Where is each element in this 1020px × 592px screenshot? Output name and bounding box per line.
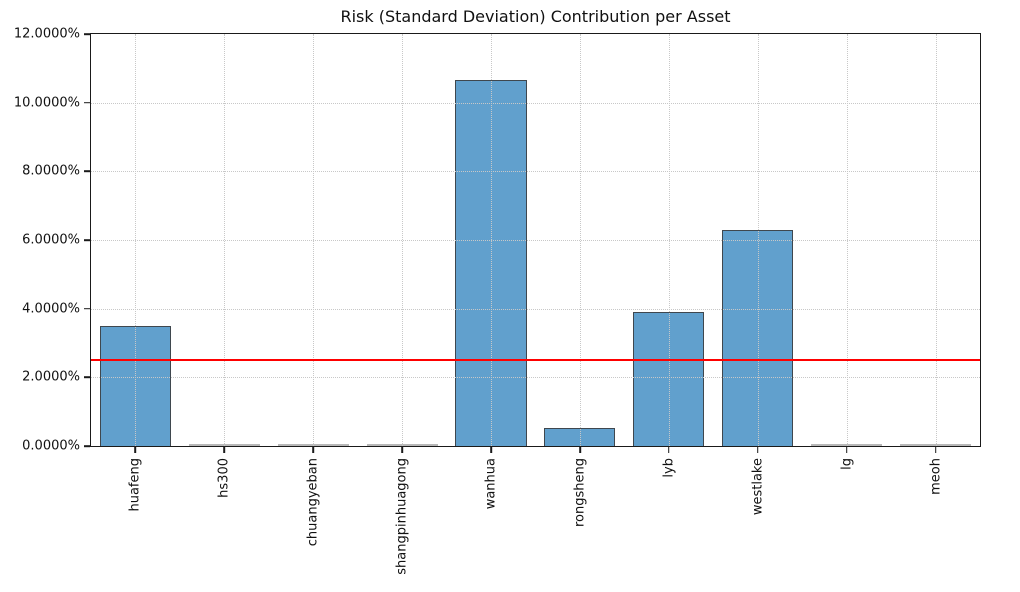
x-tick-meoh <box>934 447 937 453</box>
plot-canvas: huafeng hs300 chuangyeban shangpinhuagong wa… <box>14 27 980 575</box>
bar-chuangyeban <box>277 444 349 446</box>
y-tick-label-10: 10.0000% <box>13 95 80 111</box>
x-tick-huafeng <box>134 447 137 453</box>
horizontal-gridline-2 <box>91 377 980 379</box>
x-tick-hs300 <box>223 447 226 453</box>
bar-hs300 <box>188 444 260 446</box>
horizontal-gridline-10 <box>91 102 980 104</box>
x-tick-wanhua <box>490 447 492 453</box>
x-tick-westlake <box>756 447 759 453</box>
x-tick-label-wanhua: wanhua <box>483 458 499 510</box>
bar-lg <box>811 444 883 446</box>
x-tick-label-rongsheng: rongsheng <box>572 458 588 528</box>
y-tick-6 <box>84 239 90 241</box>
horizontal-gridline-6 <box>91 240 980 241</box>
x-tick-label-lg: lg <box>839 458 855 470</box>
y-tick-2 <box>84 376 90 379</box>
y-tick-4 <box>84 307 90 310</box>
y-tick-label-6: 6.0000% <box>22 232 80 248</box>
x-tick-label-westlake: westlake <box>750 458 766 516</box>
chart-title: Risk (Standard Deviation) Contribution p… <box>340 7 731 26</box>
x-tick-lyb <box>668 447 670 453</box>
y-tick-0 <box>84 445 90 447</box>
x-tick-lg <box>845 447 848 453</box>
plot-area: huafeng hs300 chuangyeban shangpinhuagong wa… <box>14 27 981 575</box>
bar-westlake <box>722 230 794 446</box>
bar-wanhua <box>455 80 527 446</box>
x-tick-label-lyb: lyb <box>661 458 677 478</box>
y-tick-label-12: 12.0000% <box>13 26 80 42</box>
bar-rongsheng <box>544 427 616 446</box>
x-tick-label-shangpinhuagong: shangpinhuagong <box>394 458 410 575</box>
y-tick-label-8: 8.0000% <box>22 163 80 179</box>
bar-shangpinhuagong <box>366 444 438 446</box>
horizontal-gridline-8 <box>91 171 980 173</box>
x-tick-chuangyeban <box>312 447 315 453</box>
y-tick-label-4: 4.0000% <box>22 301 80 317</box>
horizontal-gridline-4 <box>91 308 980 310</box>
y-tick-8 <box>84 170 90 173</box>
x-tick-label-meoh: meoh <box>928 458 944 495</box>
bar-huafeng <box>99 325 171 446</box>
y-tick-10 <box>84 101 90 104</box>
x-tick-label-hs300: hs300 <box>216 458 232 498</box>
bar-meoh <box>899 444 972 446</box>
x-tick-shangpinhuagong <box>401 447 403 453</box>
reference-line <box>91 359 980 362</box>
bar-lyb <box>633 312 705 446</box>
x-tick-rongsheng <box>579 447 581 453</box>
y-tick-12 <box>84 33 90 35</box>
y-tick-label-2: 2.0000% <box>22 369 80 385</box>
y-tick-label-0: 0.0000% <box>22 438 80 454</box>
x-tick-label-huafeng: huafeng <box>127 458 143 512</box>
x-tick-label-chuangyeban: chuangyeban <box>305 458 321 547</box>
